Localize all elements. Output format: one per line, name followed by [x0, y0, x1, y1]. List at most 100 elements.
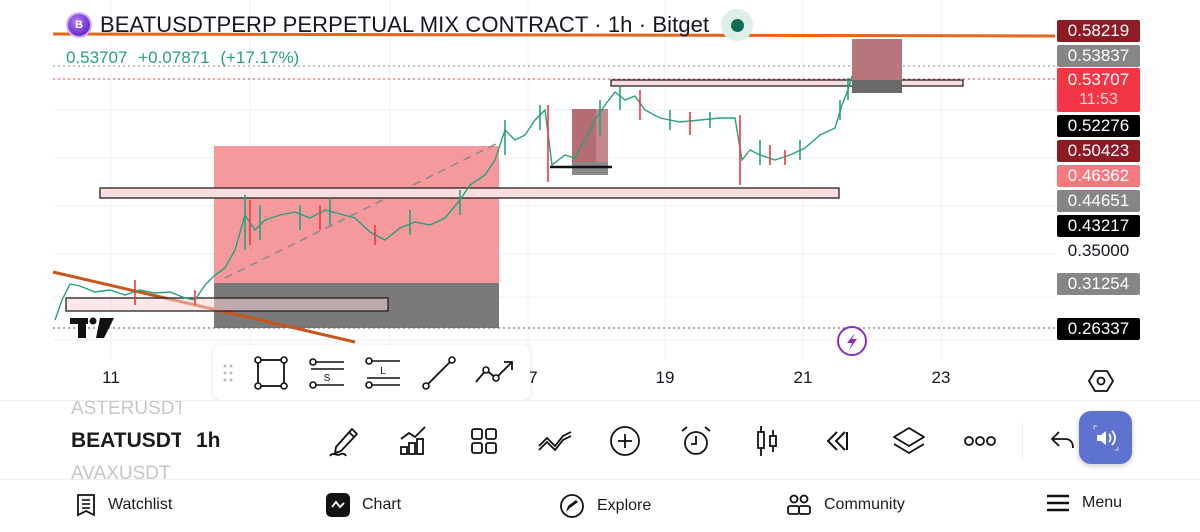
bottom-navigation: Watchlist Chart Explore Community Menu: [0, 481, 1200, 532]
drawing-button[interactable]: [324, 421, 364, 461]
nav-watchlist[interactable]: Watchlist: [76, 493, 172, 517]
zone-rect-top: [610, 79, 964, 87]
layers-button[interactable]: [889, 421, 929, 461]
symbol-title[interactable]: BEATUSDTPERP PERPETUAL MIX CONTRACT · 1h…: [100, 12, 710, 37]
price-label: 0.50423: [1057, 140, 1140, 162]
price-label: 0.52276: [1057, 115, 1140, 137]
nav-community[interactable]: Community: [786, 493, 905, 517]
last-price: 0.53707: [66, 48, 128, 67]
nav-label: Community: [824, 496, 905, 513]
price-label: 0.44651: [1057, 190, 1140, 212]
undo-icon: [1050, 431, 1074, 449]
more-button[interactable]: [960, 421, 1000, 461]
compare-icon: [538, 431, 572, 452]
watchlist-icon: [77, 494, 95, 517]
nav-label: Menu: [1082, 494, 1123, 511]
bar-countdown: 11:53: [1079, 91, 1118, 108]
rewind-icon: [826, 431, 848, 451]
compass-icon: [560, 494, 584, 518]
hexagon-settings-icon[interactable]: [1088, 368, 1114, 394]
add-button[interactable]: [605, 421, 645, 461]
svg-text:L: L: [380, 366, 386, 377]
nav-explore[interactable]: Explore: [559, 493, 651, 519]
drawing-toolbar[interactable]: S L: [213, 345, 530, 400]
tradingview-watermark: [70, 317, 114, 338]
time-tick: 19: [655, 368, 675, 387]
rectangle-tool[interactable]: [243, 351, 299, 395]
candles-icon: [757, 426, 777, 456]
undo-button[interactable]: [1043, 421, 1083, 461]
long-position-icon: L: [365, 356, 400, 389]
chart-legend-title[interactable]: B BEATUSDTPERP PERPETUAL MIX CONTRACT · …: [66, 9, 754, 41]
price-label: 0.26337: [1057, 318, 1140, 340]
price-tick: 0.35000: [1067, 241, 1130, 260]
nav-label: Explore: [597, 497, 652, 514]
price-label: 0.58219: [1057, 20, 1140, 42]
audio-assist-button[interactable]: [1079, 411, 1132, 464]
drag-handle-icon[interactable]: [213, 363, 243, 383]
symbol-next[interactable]: AVAXUSDT: [71, 463, 171, 481]
long-position-tool[interactable]: L: [355, 351, 411, 395]
trend-line-icon: [422, 355, 456, 390]
compare-button[interactable]: [535, 421, 575, 461]
price-label: 0.53837: [1057, 45, 1140, 67]
speaker-icon: [1093, 425, 1118, 450]
toolbar-divider: [1022, 423, 1023, 459]
price-label: 0.46362: [1057, 165, 1140, 187]
live-dot-icon: [730, 18, 744, 32]
short-position-icon: S: [309, 357, 344, 389]
current-price-value: 0.53707: [1067, 70, 1130, 89]
time-tick: 21: [793, 368, 813, 387]
alert-button[interactable]: [676, 421, 716, 461]
zone-rect-mid: [99, 187, 840, 199]
plus-circle-icon: [610, 426, 640, 456]
community-icon: [787, 494, 811, 515]
indicators-button[interactable]: [393, 421, 433, 461]
grid-icon: [471, 428, 497, 454]
replay-button[interactable]: [818, 421, 858, 461]
price-change: +0.07871: [138, 48, 210, 67]
pencil-icon: [329, 428, 358, 457]
nav-label: Chart: [362, 496, 402, 513]
time-axis[interactable]: 11 7 19 21 23: [0, 368, 1140, 394]
price-label: 0.31254: [1057, 273, 1140, 295]
interval-selector[interactable]: 1h: [196, 429, 221, 452]
chart-type-button[interactable]: [747, 421, 787, 461]
chart-pane[interactable]: B BEATUSDTPERP PERPETUAL MIX CONTRACT · …: [0, 0, 1200, 400]
chart-icon: [326, 493, 350, 517]
menu-icon: [1047, 494, 1069, 512]
short-position-profit-zone: [214, 146, 499, 283]
time-tick: 23: [931, 368, 951, 387]
symbol-prev[interactable]: ASTERUSDT: [71, 401, 181, 419]
alarm-clock-icon: [681, 426, 711, 455]
short-position-tool[interactable]: S: [299, 351, 355, 395]
layers-icon: [893, 427, 925, 454]
price-legend: 0.53707 +0.07871 (+17.17%): [66, 48, 305, 68]
time-tick: 11: [102, 368, 120, 387]
more-dots-icon: [964, 436, 996, 446]
indicators-icon: [400, 426, 426, 455]
nav-menu[interactable]: Menu: [1046, 493, 1122, 513]
price-label: 0.43217: [1057, 215, 1140, 237]
nav-chart[interactable]: Chart: [326, 493, 401, 517]
rectangle-icon: [254, 355, 288, 390]
resistance-trendline: [52, 32, 1056, 38]
chart-toolbar: ASTERUSDT BEATUSDT AVAXUSDT 1h: [0, 400, 1200, 481]
symbol-current[interactable]: BEATUSDT: [71, 429, 181, 452]
svg-text:S: S: [324, 373, 331, 384]
candles: [54, 75, 853, 321]
nav-label: Watchlist: [108, 496, 173, 513]
zone-rect-low: [65, 297, 389, 312]
symbol-picker[interactable]: ASTERUSDT BEATUSDT AVAXUSDT: [71, 401, 181, 481]
path-arrow-icon: [475, 360, 513, 383]
layouts-button[interactable]: [464, 421, 504, 461]
lightning-icon: [837, 326, 867, 356]
coin-logo: B: [66, 12, 92, 38]
current-price-label: 0.53707 11:53: [1057, 68, 1140, 112]
path-tool[interactable]: [467, 351, 523, 395]
price-chart-canvas[interactable]: [0, 0, 1200, 400]
market-status-indicator[interactable]: [721, 9, 754, 41]
trend-line-tool[interactable]: [411, 351, 467, 395]
price-change-pct: (+17.17%): [220, 48, 300, 67]
